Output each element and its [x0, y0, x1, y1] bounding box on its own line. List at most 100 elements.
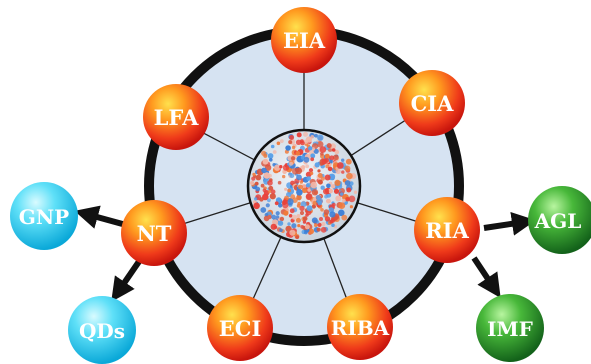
node-eci: ECI	[207, 295, 273, 361]
surface-dot	[308, 228, 315, 235]
surface-dot	[303, 156, 310, 163]
surface-dot	[319, 146, 327, 153]
node-imf-label: IMF	[487, 317, 533, 341]
surface-dot	[308, 146, 313, 151]
surface-dot	[327, 166, 333, 172]
surface-dot	[345, 197, 350, 202]
surface-dot	[320, 226, 327, 233]
surface-dot	[304, 224, 310, 230]
node-eia-label: EIA	[283, 28, 326, 53]
surface-dot	[338, 209, 345, 217]
surface-dot	[311, 217, 318, 224]
surface-dot	[260, 183, 265, 188]
surface-dot	[275, 211, 280, 216]
surface-dot	[346, 187, 352, 193]
surface-dot	[254, 181, 259, 186]
surface-dot	[299, 210, 305, 216]
surface-dot	[305, 164, 310, 169]
surface-dot	[271, 214, 276, 220]
surface-dot	[305, 136, 313, 143]
surface-dot	[323, 188, 330, 195]
surface-dot	[331, 202, 336, 207]
node-ria-label: RIA	[425, 218, 469, 243]
surface-dot	[306, 176, 312, 181]
node-riba-label: RIBA	[331, 316, 390, 340]
surface-dot	[304, 230, 308, 235]
node-imf: IMF	[476, 294, 544, 362]
surface-dot	[285, 225, 292, 233]
surface-dot	[314, 162, 320, 168]
surface-dot	[277, 180, 282, 185]
surface-dot	[317, 222, 322, 227]
arrow-ria-to-imf	[471, 256, 501, 298]
surface-dot	[329, 219, 334, 224]
surface-dot	[316, 227, 321, 232]
surface-dot	[341, 198, 346, 203]
node-agl-label: AGL	[534, 209, 582, 233]
surface-dot	[329, 211, 336, 218]
surface-dot	[317, 169, 321, 173]
surface-dot	[334, 179, 341, 186]
node-ria: RIA	[414, 197, 480, 263]
surface-dot	[267, 198, 271, 203]
surface-dot	[270, 223, 277, 230]
surface-dot	[276, 141, 281, 146]
surface-dot	[289, 208, 295, 214]
surface-dot	[320, 176, 325, 181]
surface-dot	[319, 217, 323, 221]
surface-dot	[284, 195, 289, 201]
surface-dot	[270, 189, 276, 195]
surface-dot	[300, 201, 307, 208]
surface-dot	[311, 189, 319, 196]
surface-dot	[287, 188, 292, 193]
surface-dot	[282, 199, 288, 205]
surface-dot	[292, 197, 298, 203]
surface-dot	[296, 194, 302, 201]
surface-dot	[283, 210, 289, 216]
node-gnp: GNP	[10, 182, 78, 250]
surface-dot	[340, 192, 344, 196]
node-nt-label: NT	[137, 221, 172, 246]
surface-dot	[321, 222, 326, 227]
surface-dot	[306, 182, 311, 188]
surface-dot	[325, 164, 330, 169]
node-cia-label: CIA	[411, 91, 455, 116]
surface-dot	[263, 153, 268, 158]
surface-dot	[290, 156, 296, 161]
surface-dot	[296, 174, 302, 181]
node-lfa: LFA	[143, 84, 209, 150]
surface-dot	[295, 217, 301, 223]
surface-dot	[282, 164, 290, 171]
surface-dot	[310, 157, 315, 162]
nanoparticle-hub	[246, 128, 362, 244]
surface-dot	[336, 162, 344, 169]
surface-dot	[306, 205, 313, 212]
surface-dot	[289, 173, 295, 179]
surface-dot	[311, 204, 316, 209]
surface-dot	[279, 139, 284, 144]
surface-dot	[317, 179, 323, 185]
surface-dot	[321, 158, 328, 165]
surface-dot	[282, 174, 286, 179]
surface-dot	[267, 180, 273, 186]
node-cia: CIA	[399, 70, 465, 136]
surface-dot	[286, 198, 294, 206]
surface-dot	[269, 158, 273, 162]
surface-dot	[341, 214, 348, 221]
surface-dot	[269, 193, 276, 200]
surface-dot	[296, 189, 303, 196]
surface-dot	[291, 214, 297, 220]
surface-dot	[291, 223, 297, 229]
surface-dot	[261, 167, 267, 174]
surface-dot	[331, 184, 336, 189]
surface-dot	[260, 207, 267, 213]
surface-dot	[310, 171, 314, 175]
surface-dot	[324, 153, 330, 159]
arrow-ria-to-agl	[483, 211, 536, 236]
surface-dot	[297, 224, 301, 228]
surface-dot	[344, 165, 351, 172]
surface-dot	[307, 188, 312, 192]
surface-dot	[341, 170, 345, 174]
surface-dot	[289, 229, 296, 236]
